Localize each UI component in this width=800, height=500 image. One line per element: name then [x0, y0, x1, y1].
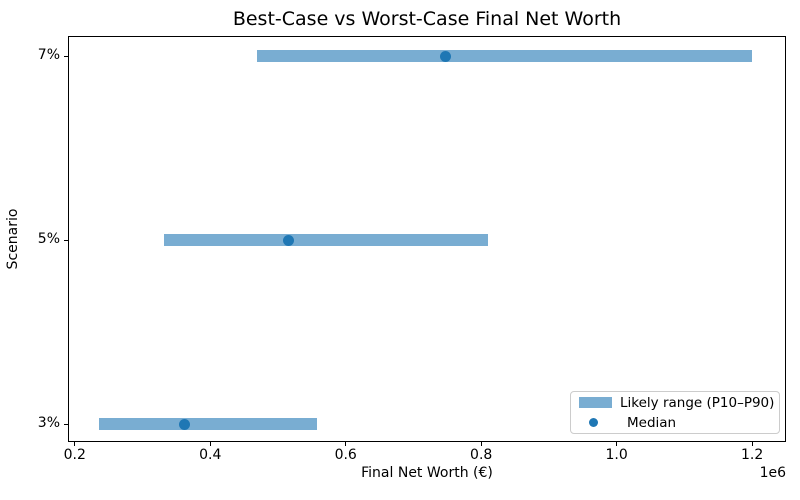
x-tick-mark [616, 442, 618, 446]
median-dot [440, 50, 452, 62]
legend-entry-range: Likely range (P10–P90) [579, 394, 775, 411]
range-swatch-icon [579, 397, 612, 408]
x-axis-label: Final Net Worth (€) [361, 465, 493, 481]
x-tick-mark [74, 442, 76, 446]
y-tick-mark [64, 239, 68, 241]
range-bar [256, 50, 753, 62]
x-tick-label: 0.6 [334, 447, 357, 463]
y-tick-label: 5% [37, 231, 60, 247]
y-tick-label: 3% [37, 415, 60, 431]
legend-entry-median: Median [579, 415, 771, 431]
legend: Likely range (P10–P90) Median [570, 391, 780, 434]
range-bar [99, 418, 317, 430]
median-dot-icon [589, 418, 598, 427]
median-dot [282, 234, 294, 246]
y-tick-label: 7% [37, 47, 60, 63]
x-tick-label: 1.2 [740, 447, 764, 463]
y-tick-mark [64, 55, 68, 57]
x-tick-label: 1.0 [605, 447, 628, 463]
x-tick-label: 0.2 [63, 447, 86, 463]
chart-title: Best-Case vs Worst-Case Final Net Worth [232, 8, 622, 30]
x-tick-mark [209, 442, 211, 446]
legend-median-label: Median [627, 414, 677, 431]
y-tick-mark [64, 423, 68, 425]
legend-range-label: Likely range (P10–P90) [620, 394, 775, 411]
x-tick-label: 0.4 [199, 447, 222, 463]
x-axis-offset-label: 1e6 [759, 465, 786, 481]
x-tick-mark [480, 442, 482, 446]
range-bar [163, 234, 488, 246]
x-tick-mark [345, 442, 347, 446]
x-tick-label: 0.8 [470, 447, 493, 463]
median-dot [179, 418, 190, 430]
x-tick-mark [751, 442, 753, 446]
